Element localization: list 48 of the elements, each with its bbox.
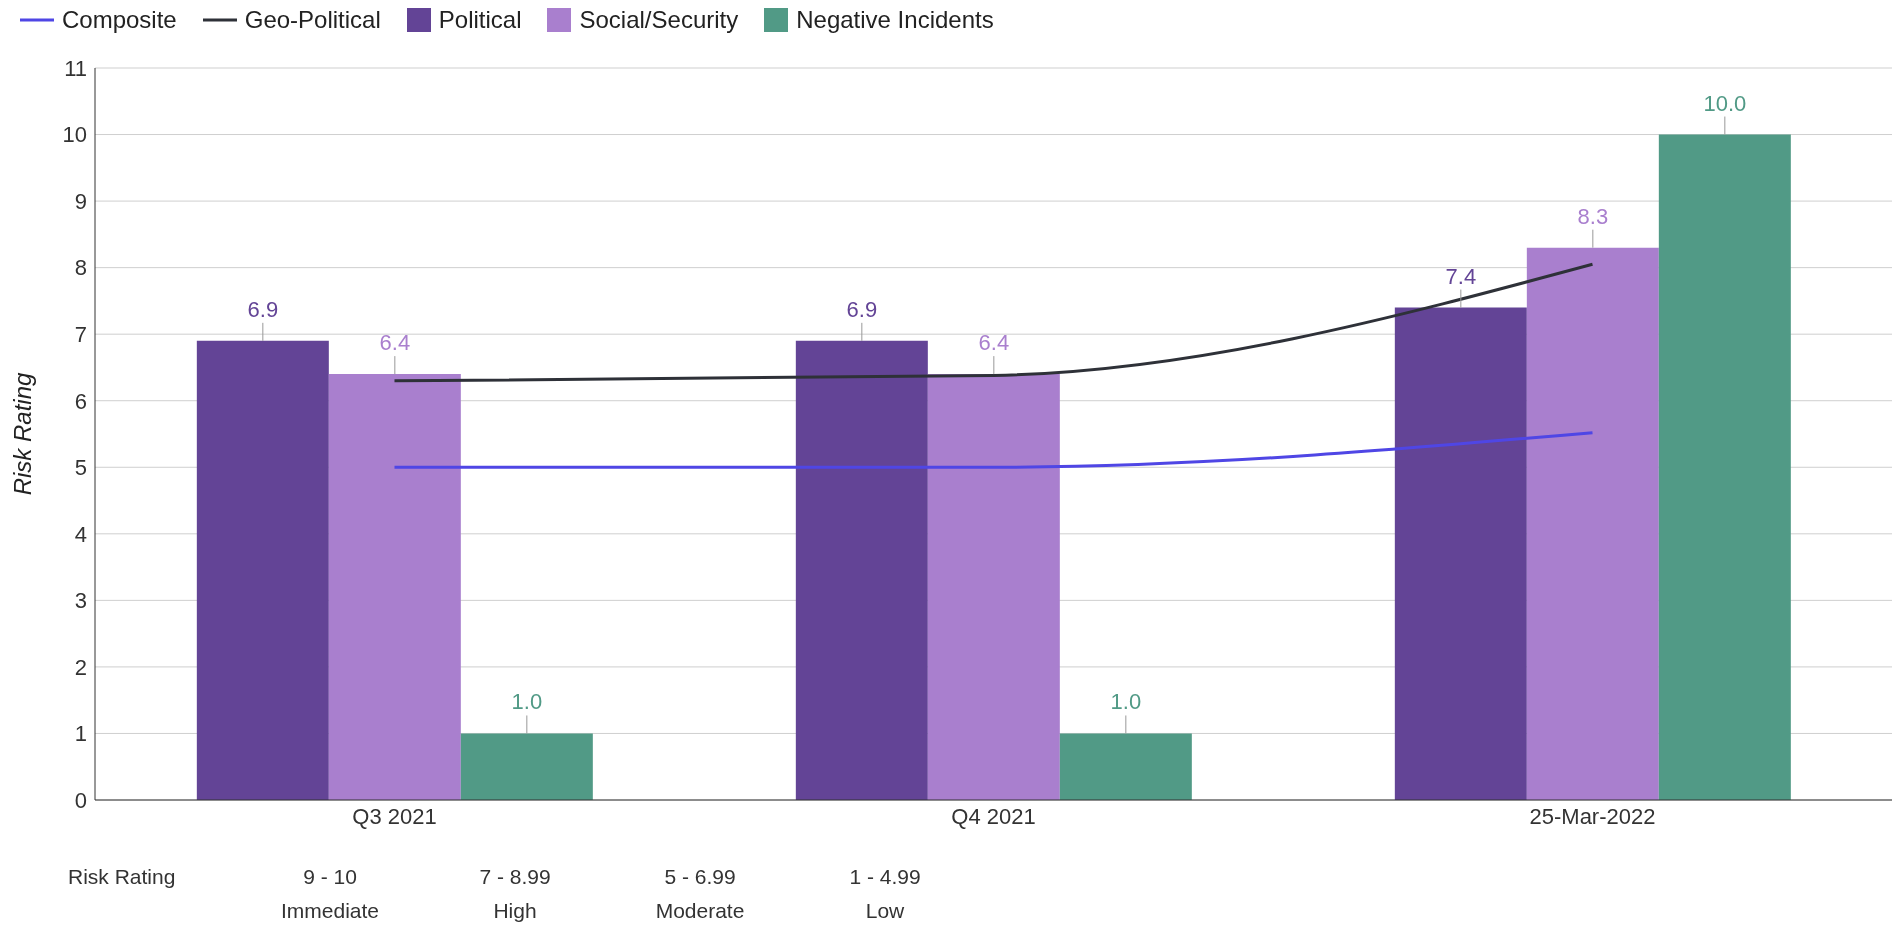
x-tick-label: Q3 2021 (352, 803, 437, 829)
legend-label: Negative Incidents (795, 6, 994, 34)
y-axis-title: Risk Rating (8, 372, 36, 496)
y-tick-label: 2 (74, 654, 87, 680)
y-tick-label: 1 (74, 721, 87, 747)
legend-label: Political (437, 6, 522, 34)
y-tick-label: 8 (74, 255, 87, 281)
bar (927, 374, 1060, 800)
y-tick-label: 11 (64, 55, 87, 81)
data-label: 10.0 (1703, 90, 1747, 116)
text: High (492, 899, 538, 923)
data-label: 1.0 (1110, 689, 1142, 715)
bar (795, 340, 928, 800)
legend-label: Geo-Political (243, 6, 381, 34)
legend-label: Composite (61, 6, 177, 34)
text: 5 - 6.99 (663, 865, 737, 889)
x-tick-label: 25-Mar-2022 (1529, 803, 1656, 829)
y-tick-label: 10 (62, 122, 87, 148)
y-tick-label: 4 (74, 521, 87, 547)
bar (328, 374, 461, 800)
data-label: 6.4 (978, 330, 1010, 356)
bar (1658, 134, 1791, 800)
y-tick-label: 9 (74, 188, 87, 214)
text: 1 - 4.99 (848, 865, 922, 889)
text: Risk Rating (68, 865, 177, 889)
y-tick-label: 7 (74, 321, 87, 347)
x-tick-label: Q4 2021 (951, 803, 1036, 829)
data-label: 1.0 (511, 689, 543, 715)
data-label: 7.4 (1445, 263, 1477, 289)
data-label: 8.3 (1577, 203, 1609, 229)
y-tick-label: 0 (74, 787, 87, 813)
text: 9 - 10 (302, 865, 358, 889)
bar (1394, 307, 1527, 800)
text: Moderate (654, 899, 746, 923)
text: Immediate (279, 899, 380, 923)
legend-label: Social/Security (578, 6, 739, 34)
bar (460, 733, 593, 800)
y-tick-label: 5 (74, 455, 87, 481)
y-tick-label: 6 (74, 388, 87, 414)
bar (196, 340, 329, 800)
text: Low (864, 899, 906, 923)
bar (1526, 247, 1659, 800)
text: 7 - 8.99 (478, 865, 552, 889)
bar (1059, 733, 1192, 800)
data-label: 6.9 (247, 296, 279, 322)
data-label: 6.9 (846, 296, 878, 322)
data-label: 6.4 (379, 330, 411, 356)
y-tick-label: 3 (74, 588, 87, 614)
